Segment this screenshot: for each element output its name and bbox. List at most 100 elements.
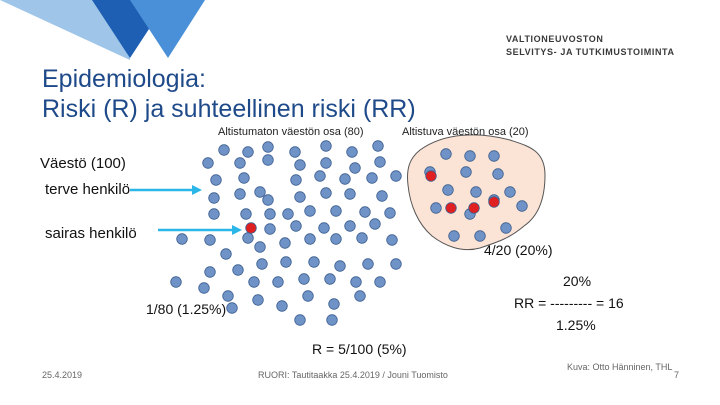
healthy-person-dot	[170, 276, 182, 288]
healthy-person-dot	[390, 170, 402, 182]
healthy-person-dot	[504, 186, 516, 198]
healthy-person-dot	[226, 302, 238, 314]
healthy-person-dot	[234, 188, 246, 200]
healthy-person-dot	[346, 146, 358, 158]
healthy-person-dot	[276, 300, 288, 312]
healthy-person-dot	[374, 276, 386, 288]
healthy-person-dot	[280, 256, 292, 268]
healthy-person-dot	[324, 273, 336, 285]
healthy-person-dot	[430, 202, 442, 214]
healthy-person-dot	[330, 233, 342, 245]
healthy-person-dot	[349, 162, 361, 174]
sick-person-dot	[245, 222, 257, 234]
healthy-person-dot	[328, 298, 340, 310]
healthy-person-dot	[290, 220, 302, 232]
healthy-person-dot	[442, 184, 454, 196]
healthy-person-dot	[272, 276, 284, 288]
healthy-person-dot	[262, 141, 274, 153]
unexposed-risk-label: 1/80 (1.25%)	[146, 301, 227, 317]
healthy-person-dot	[362, 258, 374, 270]
healthy-person-dot	[294, 314, 306, 326]
healthy-person-dot	[516, 200, 528, 212]
healthy-person-dot	[202, 157, 214, 169]
healthy-person-dot	[210, 174, 222, 186]
sick-person-dot	[445, 202, 457, 214]
org-logo-text: VALTIONEUVOSTON SELVITYS- JA TUTKIMUSTOI…	[506, 33, 675, 59]
healthy-person-dot	[176, 233, 188, 245]
healthy-person-dot	[448, 230, 460, 242]
healthy-person-dot	[254, 186, 266, 198]
healthy-person-dot	[304, 205, 316, 217]
healthy-person-dot	[344, 220, 356, 232]
healthy-person-dot	[232, 264, 244, 276]
healthy-person-dot	[240, 208, 252, 220]
rr-numerator: 20%	[563, 273, 592, 289]
footer-date: 25.4.2019	[42, 370, 83, 380]
healthy-person-dot	[386, 234, 398, 246]
healthy-person-dot	[339, 173, 351, 185]
healthy-person-dot	[304, 233, 316, 245]
title-line-1: Epidemiologia:	[42, 65, 206, 93]
healthy-person-dot	[369, 218, 381, 230]
healthy-person-dot	[308, 256, 320, 268]
healthy-person-dot	[320, 140, 332, 152]
healthy-person-dot	[354, 290, 366, 302]
page-number: 7	[674, 370, 680, 380]
healthy-person-dot	[198, 282, 210, 294]
healthy-person-dot	[326, 314, 338, 326]
healthy-person-dot	[492, 168, 504, 180]
healthy-arrow	[130, 185, 202, 195]
healthy-person-dot	[262, 194, 274, 206]
healthy-person-dot	[359, 206, 371, 218]
page-title: Epidemiologia: Riski (R) ja suhteellinen…	[42, 64, 416, 124]
healthy-person-dot	[374, 156, 386, 168]
healthy-person-dot	[350, 276, 362, 288]
healthy-person-dot	[474, 230, 486, 242]
healthy-person-dot	[372, 140, 384, 152]
healthy-person-dot	[242, 232, 254, 244]
healthy-person-dot	[218, 144, 230, 156]
title-line-2: Riski (R) ja suhteellinen riski (RR)	[42, 95, 416, 123]
healthy-person-dot	[220, 248, 232, 260]
healthy-person-dot	[262, 154, 274, 166]
healthy-person-dot	[500, 222, 512, 234]
healthy-person-dot	[344, 188, 356, 200]
healthy-person-dot	[366, 172, 378, 184]
sick-person-dot	[488, 196, 500, 208]
healthy-person-dot	[330, 205, 342, 217]
total-risk-label: R = 5/100 (5%)	[312, 341, 407, 357]
healthy-person-dot	[279, 237, 291, 249]
healthy-person-dot	[254, 241, 266, 253]
healthy-person-dot	[470, 186, 482, 198]
healthy-person-dot	[294, 159, 306, 171]
healthy-person-dot	[464, 150, 476, 162]
sick-person-dot	[425, 170, 437, 182]
rr-denominator: 1.25%	[556, 317, 596, 333]
healthy-person-dot	[242, 146, 254, 158]
sick-arrow	[158, 225, 242, 235]
healthy-person-dot	[294, 191, 306, 203]
healthy-person-dot	[256, 258, 268, 270]
footer-event: RUORI: Tautitaakka 25.4.2019 / Jouni Tuo…	[258, 370, 448, 380]
healthy-person-dot	[204, 234, 216, 246]
healthy-person-dot	[334, 260, 346, 272]
healthy-person-dot	[238, 172, 250, 184]
exposed-risk-label: 4/20 (20%)	[484, 242, 553, 258]
healthy-person-dot	[460, 166, 472, 178]
healthy-person-dot	[298, 273, 310, 285]
healthy-person-dot	[289, 146, 301, 158]
healthy-person-dot	[234, 157, 246, 169]
healthy-person-dot	[208, 192, 220, 204]
org-line-1: VALTIONEUVOSTON	[506, 34, 604, 44]
healthy-person-dot	[356, 232, 368, 244]
healthy-person-dot	[282, 208, 294, 220]
healthy-person-dot	[208, 208, 220, 220]
population-label: Väestö (100)	[40, 155, 126, 172]
sick-label: sairas henkilö	[45, 225, 137, 242]
org-line-2: SELVITYS- JA TUTKIMUSTOIMINTA	[506, 47, 675, 57]
rr-formula: RR = --------- = 16	[514, 295, 624, 311]
healthy-person-dot	[384, 207, 396, 219]
healthy-person-dot	[302, 290, 314, 302]
healthy-person-dot	[222, 290, 234, 302]
healthy-person-dot	[440, 148, 452, 160]
